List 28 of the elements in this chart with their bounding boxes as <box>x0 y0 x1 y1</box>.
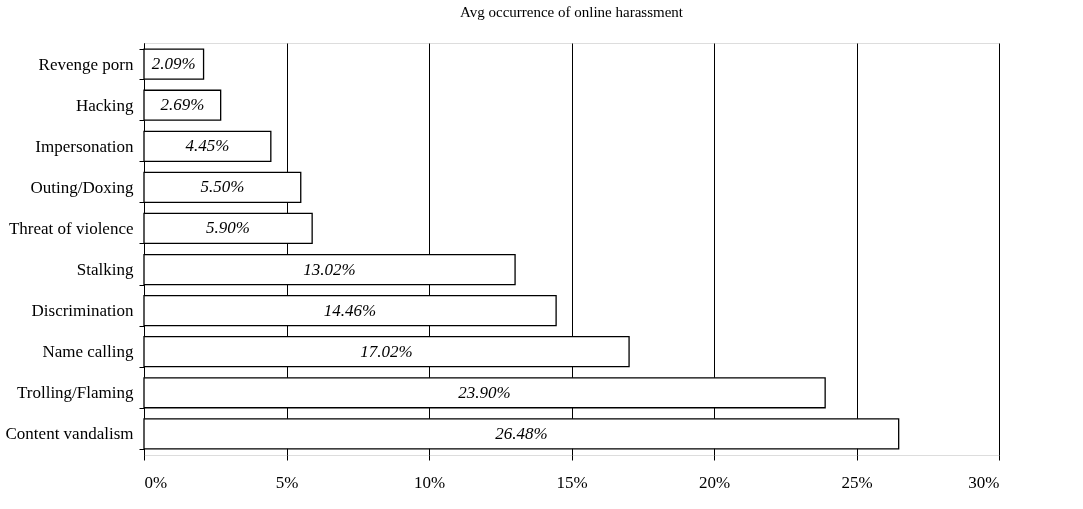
x-tick-label: 30% <box>968 472 1000 492</box>
y-tick-label: Hacking <box>75 95 134 115</box>
data-label: 2.09% <box>151 54 196 74</box>
y-tick-label: Discrimination <box>31 301 134 321</box>
data-label: 4.45% <box>185 136 230 156</box>
data-label: 26.48% <box>495 423 548 443</box>
x-tick-label: 25% <box>841 472 873 492</box>
y-tick-label: Outing/Doxing <box>30 177 134 197</box>
chart-title: Avg occurrence of online harassment <box>460 4 684 20</box>
x-tick-label: 0% <box>144 472 168 492</box>
data-label: 5.50% <box>200 177 245 197</box>
y-tick-label: Stalking <box>76 260 134 280</box>
data-label: 13.02% <box>303 259 356 279</box>
x-tick-label: 20% <box>698 472 731 492</box>
data-label: 2.69% <box>160 95 205 115</box>
x-tick-label: 15% <box>556 472 588 492</box>
data-label: 17.02% <box>360 341 413 361</box>
y-tick-label: Content vandalism <box>5 424 134 444</box>
x-tick-label: 5% <box>275 472 299 492</box>
data-label: 14.46% <box>323 300 377 320</box>
y-tick-label: Impersonation <box>35 136 134 156</box>
y-tick-label: Trolling/Flaming <box>16 383 134 403</box>
y-tick-label: Name calling <box>42 342 134 362</box>
y-tick-label: Threat of violence <box>8 218 134 238</box>
x-tick-label: 10% <box>413 472 446 492</box>
y-tick-label: Revenge porn <box>38 54 134 74</box>
data-label: 23.90% <box>458 382 511 402</box>
data-label: 5.90% <box>206 218 251 238</box>
